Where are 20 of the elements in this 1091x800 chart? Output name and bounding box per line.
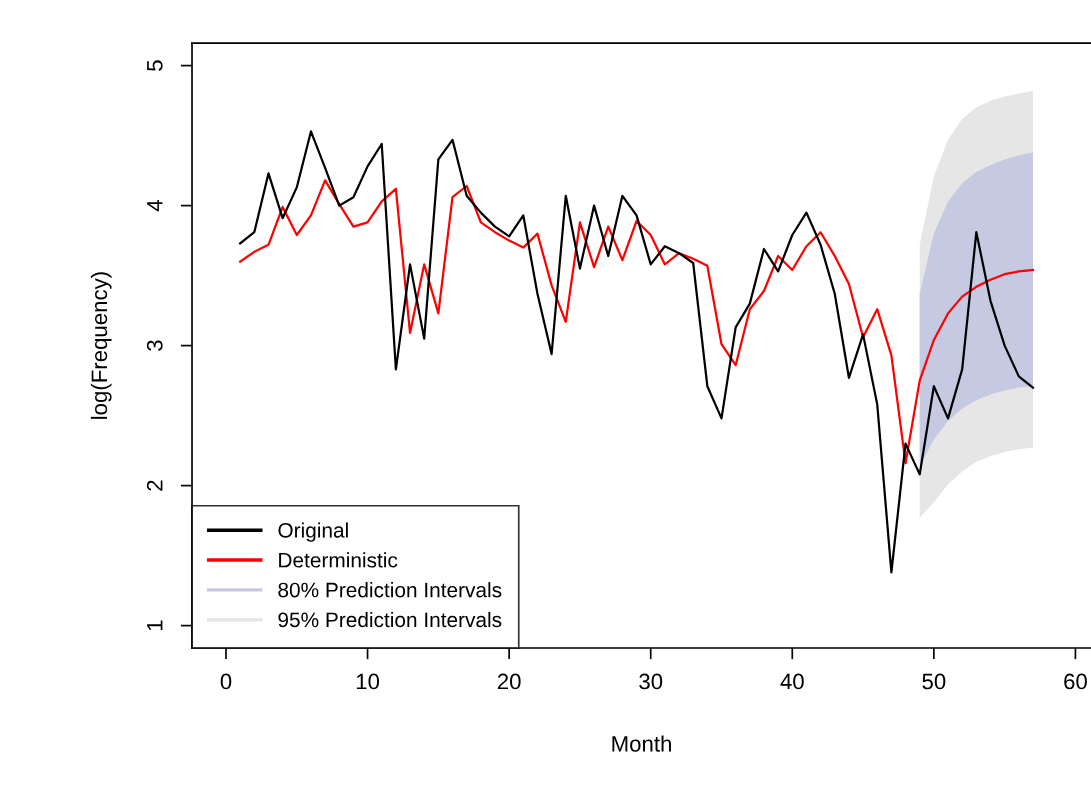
x-tick-label: 20	[497, 673, 521, 690]
y-tick-label: 1	[147, 620, 163, 631]
x-tick-label: 0	[220, 673, 232, 690]
x-tick-label: 30	[639, 673, 663, 690]
legend-label: 80% Prediction Intervals	[278, 582, 502, 598]
legend-label: Original	[278, 522, 348, 542]
x-tick-label: 10	[356, 673, 380, 690]
y-tick-label: 2	[146, 480, 163, 491]
x-tick-label: 40	[780, 673, 804, 690]
legend-label: Deterministic	[279, 552, 398, 568]
line-series	[239, 179, 1035, 465]
y-tick-label: 3	[146, 340, 163, 351]
x-tick-label: 50	[922, 673, 946, 690]
line-series	[239, 130, 1035, 574]
y-axis-title: log(Frequency)	[90, 272, 112, 419]
x-tick-label: 60	[1064, 673, 1087, 690]
x-axis-title: Month	[612, 735, 671, 752]
y-tick-label: 5	[147, 60, 163, 71]
y-tick-label: 4	[147, 200, 163, 212]
legend-label: 95% Prediction Intervals	[278, 611, 502, 628]
